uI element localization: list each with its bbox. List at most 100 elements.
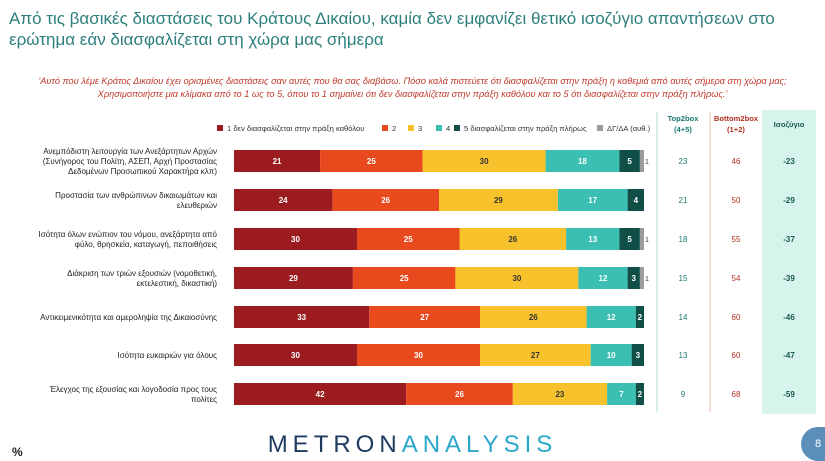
top2box-value: 23 (679, 157, 688, 166)
isozygio-value: -47 (783, 351, 795, 360)
legend-label: 5 διασφαλίζεται στην πράξη πλήρως (464, 124, 587, 133)
title-line-1: Από τις βασικές διαστάσεις του Κράτους Δ… (9, 9, 775, 28)
bar-segment (234, 344, 357, 366)
category-label: Έλεγχος της εξουσίας και λογοδοσία προς … (49, 385, 217, 394)
bar-value-label: 26 (381, 196, 390, 205)
legend-swatch (436, 125, 442, 131)
bar-value-label: 30 (414, 351, 423, 360)
top2box-value: 14 (679, 313, 688, 322)
bar-segment (234, 150, 321, 172)
category-label: Ισότητα όλων ενώπιον του νόμου, ανεξάρτη… (39, 230, 218, 239)
category-label: Προστασία των ανθρώπινων δικαιωμάτων και (55, 191, 217, 200)
bar-segment (439, 189, 558, 211)
bar-value-label: 2 (638, 390, 643, 399)
bottom2box-value: 54 (732, 274, 741, 283)
bar-segment (234, 228, 357, 250)
top2box-value: 18 (679, 235, 688, 244)
legend-swatch (597, 125, 603, 131)
isozygio-column-bg (762, 110, 816, 414)
bottom2box-value: 50 (732, 196, 741, 205)
isozygio-value: -23 (783, 157, 795, 166)
bar-value-label: 27 (420, 313, 429, 322)
bar-segment (357, 344, 480, 366)
bar-value-label: 27 (531, 351, 540, 360)
legend-label: 4 (446, 124, 450, 133)
bar-segment (234, 189, 333, 211)
top2box-value: 13 (679, 351, 688, 360)
logo-text-a: METRON (267, 431, 402, 458)
bar-segment (480, 344, 591, 366)
bar-value-label: 26 (455, 390, 464, 399)
bar-value-label: 3 (636, 351, 641, 360)
question-line-1: 'Αυτό που λέμε Κράτος Δικαίου έχει ορισμ… (38, 76, 787, 86)
bar-segment (357, 228, 460, 250)
bar-value-label: 30 (291, 235, 300, 244)
top2box-header: Top2box (667, 114, 699, 123)
bar-value-label: 4 (634, 196, 639, 205)
bar-value-label: 29 (289, 274, 298, 283)
bar-segment (607, 383, 636, 405)
bar-segment (234, 306, 370, 328)
bar-segment (406, 383, 513, 405)
bar-segment (234, 383, 407, 405)
bar-value-label: 21 (273, 157, 282, 166)
legend-label: ΔΓ/ΔΑ (αυθ.) (607, 124, 651, 133)
bottom2box-header: Bottom2box (714, 114, 759, 123)
top2box-value: 15 (679, 274, 688, 283)
legend-label: 3 (418, 124, 422, 133)
bar-value-label: 30 (291, 351, 300, 360)
category-label: πολίτες (191, 395, 217, 404)
bar-value-label: 25 (367, 157, 376, 166)
question-text: 'Αυτό που λέμε Κράτος Δικαίου έχει ορισμ… (0, 75, 825, 101)
bar-value-label: 42 (316, 390, 325, 399)
bar-value-label: 26 (529, 313, 538, 322)
bar-segment (619, 150, 640, 172)
isozygio-value: -29 (783, 196, 795, 205)
bar-value-label: 18 (578, 157, 587, 166)
category-label: ελευθεριών (177, 201, 217, 210)
legend-label: 1 δεν διασφαλίζεται στην πράξη καθόλου (227, 124, 364, 133)
bar-value-label: 23 (555, 390, 564, 399)
bar-segment (459, 228, 567, 250)
top2box-value: 21 (679, 196, 688, 205)
bar-segment (480, 306, 587, 328)
category-label: Διάκριση των τριών εξουσιών (νομοθετική, (67, 269, 217, 278)
bar-segment (320, 150, 423, 172)
bar-segment (455, 267, 579, 289)
bar-segment (639, 150, 644, 172)
isozygio-value: -37 (783, 235, 795, 244)
bar-segment (619, 228, 640, 250)
bar-value-label: 17 (588, 196, 597, 205)
bar-segment (627, 189, 644, 211)
isozygio-value: -46 (783, 313, 795, 322)
bottom2box-value: 68 (732, 390, 741, 399)
bar-value-label: 30 (512, 274, 521, 283)
bar-value-label: 26 (508, 235, 517, 244)
bar-value-label: 13 (588, 235, 597, 244)
category-label: εκτελεστική, δικαστική) (137, 279, 218, 288)
bar-segment (369, 306, 480, 328)
bar-value-label: 24 (279, 196, 288, 205)
bar-value-label: 25 (400, 274, 409, 283)
bar-segment (631, 344, 644, 366)
bar-value-label: 5 (627, 157, 632, 166)
bar-segment (586, 306, 636, 328)
bottom2box-value: 55 (732, 235, 741, 244)
legend-swatch (217, 125, 223, 131)
category-label: Ανεμπόδιστη λειτουργία των Ανεξάρτητων Α… (43, 147, 217, 156)
page-title: Από τις βασικές διαστάσεις του Κράτους Δ… (9, 8, 799, 50)
percent-sign: % (12, 445, 23, 459)
category-label: Ισότητα ευκαιριών για όλους (117, 351, 217, 360)
bar-segment (557, 189, 628, 211)
bar-value-label: 1 (645, 159, 649, 166)
bar-segment (332, 189, 439, 211)
legend-swatch (408, 125, 414, 131)
bar-value-label: 30 (480, 157, 489, 166)
isozygio-value: -59 (783, 390, 795, 399)
category-label: (Συνήγορος του Πολίτη, ΑΣΕΠ, Αρχή Προστα… (43, 157, 217, 166)
top2box-header: (4+5) (674, 125, 692, 134)
category-label: φύλο, θρησκεία, καταγωγή, πεποιθήσεις (75, 240, 217, 249)
isozygio-value: -39 (783, 274, 795, 283)
isozygio-header: Ισοζύγιο (774, 120, 805, 129)
